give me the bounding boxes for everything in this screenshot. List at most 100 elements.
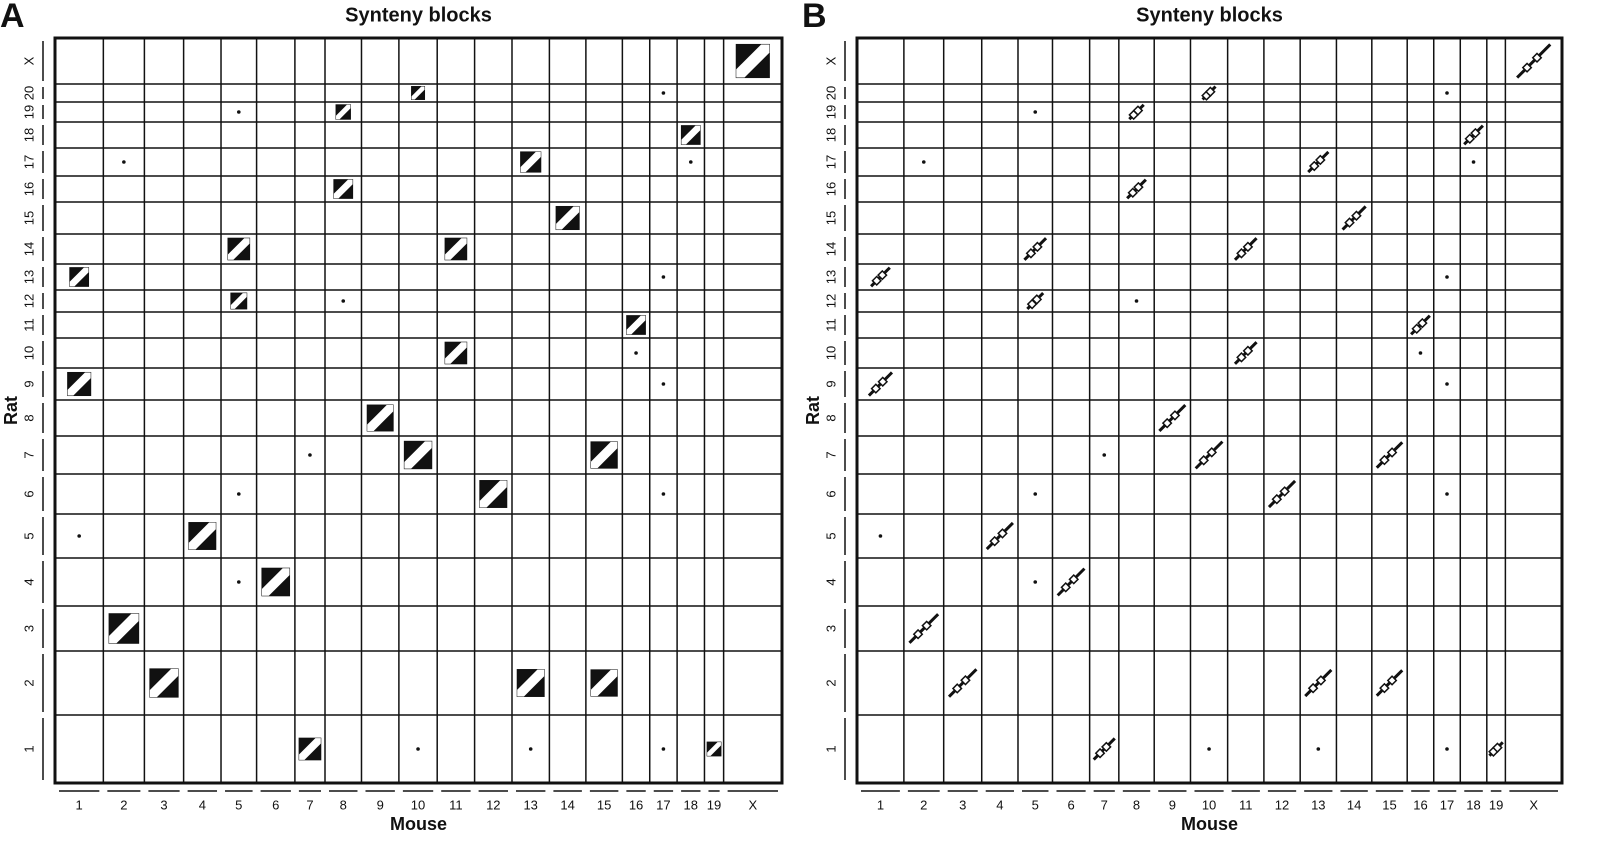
x-tick-label: 19 xyxy=(1489,797,1503,812)
synteny-segment xyxy=(1379,682,1390,694)
y-tick-label: 16 xyxy=(823,182,838,196)
synteny-segment xyxy=(1031,294,1043,305)
synteny-segment xyxy=(1161,417,1173,429)
synteny-diagonal xyxy=(445,342,467,364)
synteny-segment xyxy=(871,275,883,287)
x-tick-label: 12 xyxy=(1275,797,1289,812)
y-tick-label: 13 xyxy=(21,270,36,284)
synteny-segment xyxy=(1307,682,1319,694)
synteny-dot xyxy=(237,110,241,114)
synteny-dot xyxy=(661,492,666,496)
synteny-dot xyxy=(122,160,126,164)
synteny-segment xyxy=(1198,455,1210,466)
y-tick-label: 9 xyxy=(21,380,36,387)
plot-frame xyxy=(855,36,1564,785)
synteny-segment xyxy=(1464,133,1476,145)
x-tick-label: 8 xyxy=(1133,797,1140,812)
y-tick-label: 17 xyxy=(21,155,36,169)
y-tick-label: 17 xyxy=(823,155,838,169)
y-tick-label: 8 xyxy=(21,414,36,421)
y-tick-label: 6 xyxy=(823,490,838,497)
y-tick-label: 19 xyxy=(21,105,36,119)
synteny-segment xyxy=(1101,741,1112,753)
synteny-diagonal xyxy=(707,742,721,756)
x-tick-label: 17 xyxy=(1440,797,1454,812)
y-tick-label: 7 xyxy=(823,451,838,458)
y-tick-label: 8 xyxy=(823,414,838,421)
synteny-diagonal xyxy=(411,86,425,100)
y-tick-label: 18 xyxy=(823,128,838,142)
x-tick-label: 7 xyxy=(306,797,313,812)
x-tick-label: 11 xyxy=(1239,797,1253,812)
synteny-segment xyxy=(1236,352,1247,363)
x-tick-label: 15 xyxy=(1382,797,1396,812)
synteny-segment xyxy=(1242,345,1254,357)
synteny-dot xyxy=(1033,580,1038,584)
x-tick-label: 2 xyxy=(120,797,127,812)
synteny-diagonal xyxy=(517,669,545,697)
x-tick-label: 10 xyxy=(1202,797,1216,812)
y-tick-label: 11 xyxy=(21,318,36,332)
panel-title: Synteny blocks xyxy=(345,4,492,26)
synteny-segment xyxy=(1492,742,1503,753)
synteny-dot xyxy=(1033,110,1038,114)
synteny-diagonal xyxy=(736,44,770,78)
x-tick-label: 1 xyxy=(76,797,83,812)
synteny-dot xyxy=(1033,492,1038,496)
y-tick-label: 15 xyxy=(21,211,36,225)
synteny-dot xyxy=(634,351,638,355)
synteny-segment xyxy=(1094,747,1106,759)
x-tick-label: 16 xyxy=(1413,797,1427,812)
synteny-diagonal xyxy=(479,480,507,508)
x-tick-label: 12 xyxy=(486,797,500,812)
y-tick-label: 3 xyxy=(823,625,838,632)
y-tick-label: 14 xyxy=(823,242,838,256)
synteny-dot xyxy=(661,275,666,279)
synteny-segment xyxy=(877,376,889,387)
y-tick-label: 5 xyxy=(823,532,838,539)
synteny-segment xyxy=(1068,574,1080,585)
synteny-line xyxy=(947,668,978,698)
synteny-segment xyxy=(1169,410,1181,421)
synteny-segment xyxy=(1344,217,1355,228)
synteny-dot xyxy=(528,747,533,751)
x-tick-label: 2 xyxy=(920,797,927,812)
y-tick-label: 5 xyxy=(21,532,36,539)
synteny-diagonal xyxy=(109,613,139,644)
x-tick-label: 14 xyxy=(1347,797,1361,812)
synteny-dot xyxy=(1445,91,1449,95)
synteny-diagonal xyxy=(228,238,250,260)
synteny-segment xyxy=(1417,317,1428,329)
synteny-segment xyxy=(1205,86,1216,98)
y-tick-label: 18 xyxy=(21,128,36,142)
synteny-segment xyxy=(951,683,963,694)
synteny-segment xyxy=(1206,447,1218,458)
y-tick-label: 13 xyxy=(823,270,838,284)
synteny-dot xyxy=(341,299,346,303)
x-tick-label: 6 xyxy=(1067,797,1074,812)
synteny-dot xyxy=(1471,160,1476,164)
synteny-segment xyxy=(1386,447,1398,458)
y-tick-label: 20 xyxy=(823,86,838,100)
synteny-segment xyxy=(997,528,1008,539)
synteny-diagonal xyxy=(299,738,321,760)
y-tick-label: 12 xyxy=(21,294,36,308)
synteny-dot xyxy=(1445,275,1449,279)
synteny-diagonal xyxy=(67,372,91,396)
synteny-dot xyxy=(1207,747,1211,751)
synteny-dot xyxy=(77,534,81,538)
x-tick-label: 1 xyxy=(877,797,884,812)
x-tick-label: 10 xyxy=(411,797,425,812)
synteny-dot xyxy=(1316,747,1321,751)
synteny-segment xyxy=(1242,241,1254,253)
synteny-segment xyxy=(1127,187,1139,199)
y-tick-label: 7 xyxy=(21,451,36,458)
synteny-diagonal xyxy=(590,669,618,697)
synteny-segment xyxy=(1060,582,1072,593)
synteny-diagonal xyxy=(404,441,432,469)
x-axis-title: Mouse xyxy=(1181,814,1238,834)
synteny-segment xyxy=(912,628,924,640)
synteny-diagonal xyxy=(520,151,541,173)
y-tick-label: 2 xyxy=(21,679,36,686)
